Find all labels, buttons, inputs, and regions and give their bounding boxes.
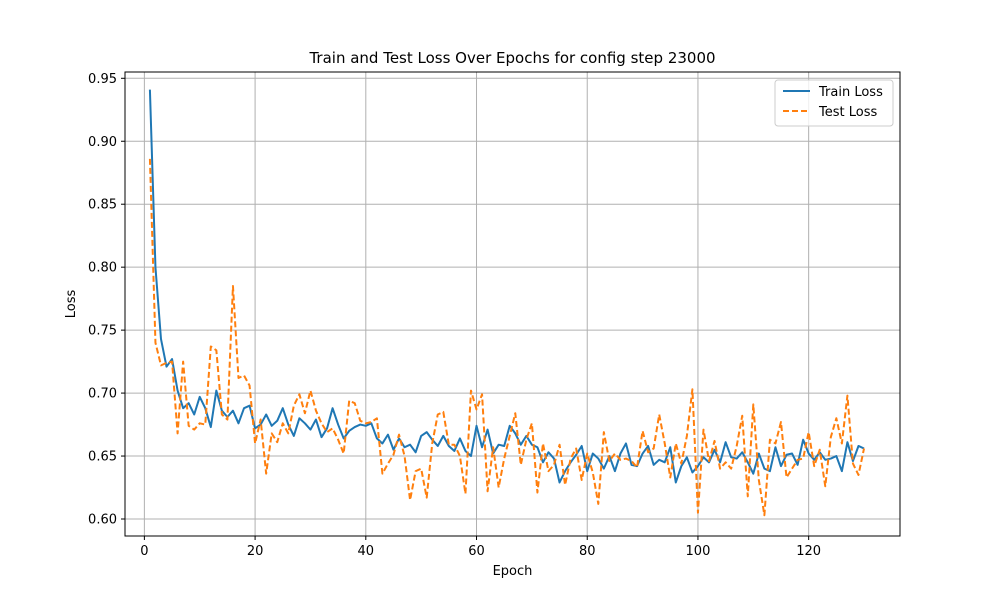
x-tick-label: 40	[358, 544, 375, 559]
y-tick-label: 0.95	[88, 72, 117, 87]
x-tick-label: 100	[686, 544, 711, 559]
grid-layer	[125, 72, 900, 536]
test-loss-line	[148, 158, 865, 517]
y-tick-label: 0.70	[88, 387, 117, 402]
y-tick-label: 0.65	[88, 450, 117, 465]
chart-title: Train and Test Loss Over Epochs for conf…	[308, 49, 715, 67]
x-tick-label: 20	[247, 544, 264, 559]
y-tick-label: 0.60	[88, 513, 117, 528]
x-axis-title: Epoch	[493, 564, 533, 579]
y-tick-label: 0.75	[88, 324, 117, 339]
y-tick-label: 0.90	[88, 135, 117, 150]
plot-lines-layer	[148, 89, 865, 517]
y-tick-label: 0.85	[88, 198, 117, 213]
x-tick-label: 0	[140, 544, 148, 559]
legend: Train Loss Test Loss	[774, 79, 894, 127]
train-loss-line	[148, 89, 865, 484]
legend-label-train: Train Loss	[818, 85, 883, 100]
y-tick-label: 0.80	[88, 261, 117, 276]
legend-label-test: Test Loss	[818, 105, 877, 120]
x-tick-label: 80	[579, 544, 596, 559]
y-axis-title: Loss	[64, 290, 79, 319]
x-tick-label: 60	[468, 544, 485, 559]
x-ticks-layer: 0 20 40 60 80 100 120	[140, 536, 821, 559]
x-tick-label: 120	[796, 544, 821, 559]
plot-area-frame	[124, 71, 901, 537]
y-ticks-layer: 0.60 0.65 0.70 0.75 0.80 0.85 0.90 0.95	[88, 72, 125, 528]
